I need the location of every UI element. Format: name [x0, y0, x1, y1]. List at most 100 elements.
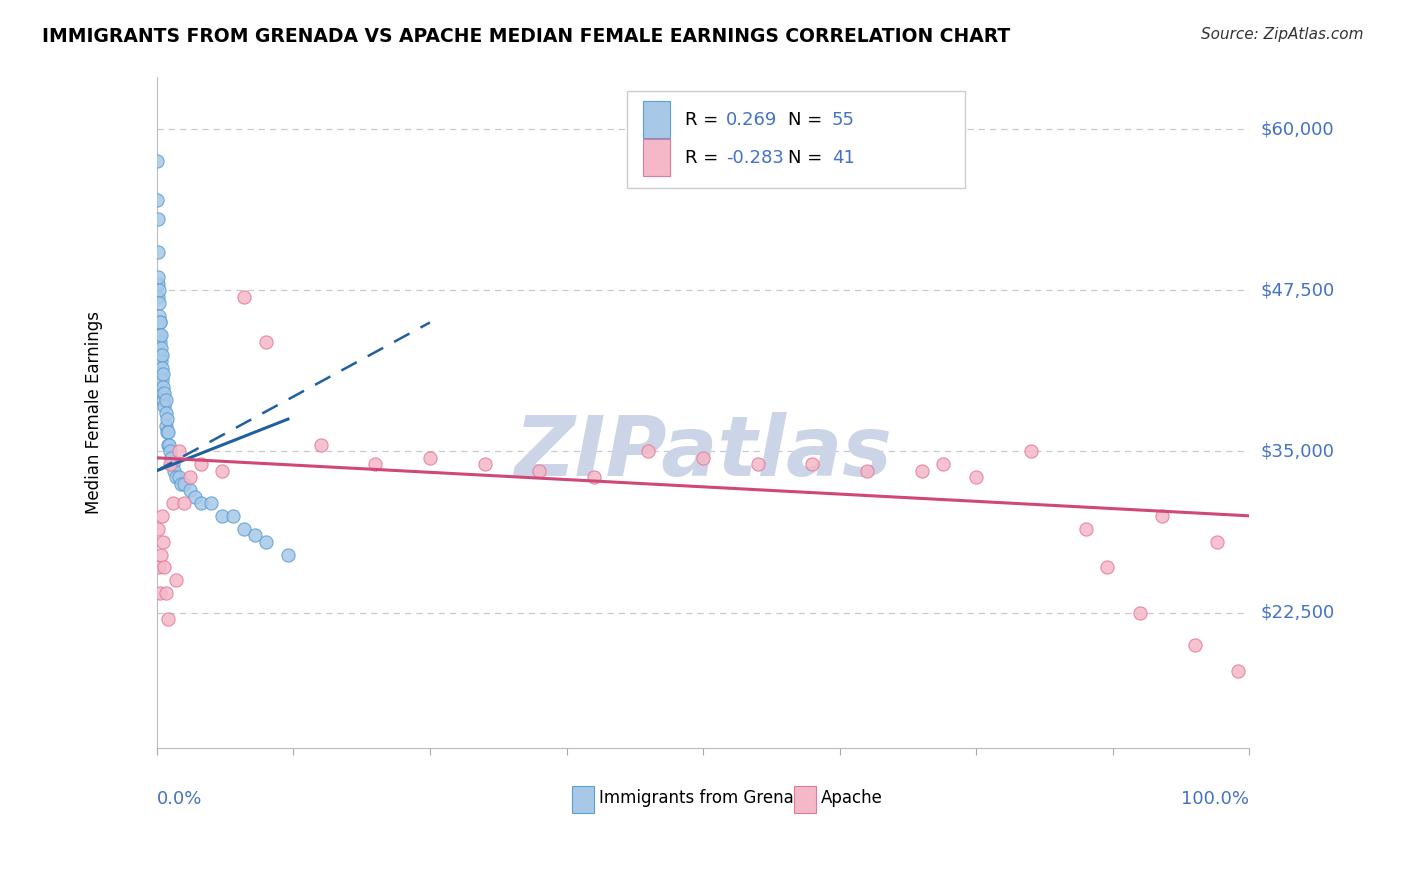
Text: 41: 41: [832, 149, 855, 167]
Point: [148, 290, 170, 304]
Point: [155, 586, 177, 600]
Point: [965, 470, 987, 484]
Point: [146, 244, 169, 259]
Point: [150, 508, 173, 523]
Point: [152, 534, 174, 549]
Point: [856, 464, 879, 478]
Point: [160, 457, 183, 471]
Point: [148, 560, 170, 574]
Point: [1097, 560, 1119, 574]
Point: [146, 212, 169, 227]
Point: [155, 392, 177, 407]
Point: [146, 522, 169, 536]
Text: N =: N =: [789, 149, 828, 167]
Point: [179, 470, 201, 484]
Point: [529, 464, 551, 478]
Bar: [643, 139, 671, 177]
Point: [148, 296, 170, 310]
Point: [148, 315, 170, 329]
Text: 100.0%: 100.0%: [1181, 789, 1250, 807]
Point: [747, 457, 769, 471]
Point: [1150, 508, 1173, 523]
Bar: [572, 786, 593, 813]
Point: [150, 367, 173, 381]
Point: [149, 348, 172, 362]
Point: [156, 425, 179, 439]
Point: [157, 438, 180, 452]
Point: [150, 386, 173, 401]
Point: [167, 444, 190, 458]
Point: [155, 406, 177, 420]
Text: Source: ZipAtlas.com: Source: ZipAtlas.com: [1201, 27, 1364, 42]
Point: [153, 560, 176, 574]
Text: N =: N =: [789, 111, 828, 128]
Point: [801, 457, 824, 471]
Point: [166, 574, 188, 588]
Point: [364, 457, 387, 471]
Point: [146, 154, 169, 169]
Point: [200, 496, 222, 510]
Text: 55: 55: [832, 111, 855, 128]
Point: [162, 496, 184, 510]
Point: [150, 360, 173, 375]
Point: [148, 283, 170, 297]
Point: [150, 348, 173, 362]
Point: [159, 457, 181, 471]
Point: [222, 508, 245, 523]
Point: [150, 548, 173, 562]
Point: [1205, 534, 1227, 549]
Point: [162, 457, 184, 471]
Point: [150, 374, 173, 388]
Point: [474, 457, 496, 471]
Point: [243, 528, 266, 542]
Point: [309, 438, 332, 452]
Point: [146, 277, 169, 291]
Bar: [794, 786, 815, 813]
Point: [190, 496, 212, 510]
Text: $60,000: $60,000: [1261, 120, 1334, 138]
Point: [152, 367, 174, 381]
Point: [150, 341, 173, 355]
Point: [150, 328, 173, 343]
Text: $22,500: $22,500: [1261, 604, 1334, 622]
Text: R =: R =: [685, 149, 724, 167]
Point: [932, 457, 955, 471]
Point: [163, 464, 186, 478]
Text: R =: R =: [685, 111, 724, 128]
Point: [149, 315, 172, 329]
Point: [167, 470, 190, 484]
Point: [153, 386, 176, 401]
Point: [1184, 638, 1206, 652]
Point: [156, 438, 179, 452]
Point: [277, 548, 299, 562]
Point: [582, 470, 605, 484]
Point: [1227, 664, 1250, 678]
Point: [692, 450, 714, 465]
Point: [149, 334, 172, 349]
Point: [152, 380, 174, 394]
Point: [148, 270, 170, 285]
Point: [1019, 444, 1042, 458]
Text: Apache: Apache: [821, 789, 883, 807]
Point: [233, 522, 256, 536]
Point: [148, 309, 170, 323]
Text: IMMIGRANTS FROM GRENADA VS APACHE MEDIAN FEMALE EARNINGS CORRELATION CHART: IMMIGRANTS FROM GRENADA VS APACHE MEDIAN…: [42, 27, 1011, 45]
FancyBboxPatch shape: [627, 91, 966, 188]
Point: [156, 425, 179, 439]
Point: [153, 399, 176, 413]
Text: $47,500: $47,500: [1261, 281, 1334, 299]
Point: [173, 496, 195, 510]
Point: [170, 476, 193, 491]
Point: [211, 464, 233, 478]
Point: [173, 476, 195, 491]
Point: [211, 508, 233, 523]
Text: Immigrants from Grenada: Immigrants from Grenada: [599, 789, 814, 807]
Point: [233, 290, 256, 304]
Point: [190, 457, 212, 471]
Point: [254, 334, 277, 349]
Text: 0.0%: 0.0%: [157, 789, 202, 807]
Point: [254, 534, 277, 549]
Text: $35,000: $35,000: [1261, 442, 1334, 460]
Point: [637, 444, 659, 458]
Point: [149, 328, 172, 343]
